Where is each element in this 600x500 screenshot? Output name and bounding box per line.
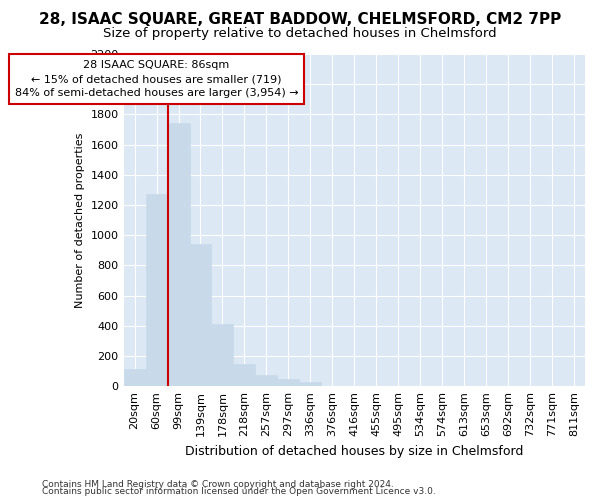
Bar [233, 364, 256, 386]
Bar [211, 324, 233, 386]
Text: 28 ISAAC SQUARE: 86sqm
← 15% of detached houses are smaller (719)
84% of semi-de: 28 ISAAC SQUARE: 86sqm ← 15% of detached… [15, 60, 298, 98]
Bar [190, 244, 211, 386]
Text: Contains HM Land Registry data © Crown copyright and database right 2024.: Contains HM Land Registry data © Crown c… [42, 480, 394, 489]
Text: 28, ISAAC SQUARE, GREAT BADDOW, CHELMSFORD, CM2 7PP: 28, ISAAC SQUARE, GREAT BADDOW, CHELMSFO… [39, 12, 561, 28]
Bar [167, 124, 190, 386]
Y-axis label: Number of detached properties: Number of detached properties [75, 132, 85, 308]
Bar [256, 375, 277, 386]
Bar [277, 380, 299, 386]
Bar [124, 369, 146, 386]
X-axis label: Distribution of detached houses by size in Chelmsford: Distribution of detached houses by size … [185, 444, 523, 458]
Text: Contains public sector information licensed under the Open Government Licence v3: Contains public sector information licen… [42, 488, 436, 496]
Bar [299, 382, 322, 386]
Text: Size of property relative to detached houses in Chelmsford: Size of property relative to detached ho… [103, 28, 497, 40]
Bar [146, 194, 167, 386]
